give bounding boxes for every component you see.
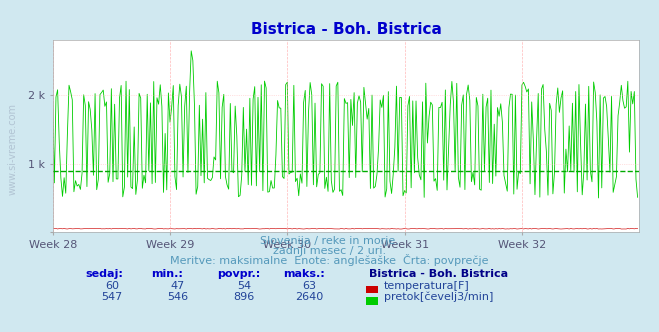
Text: min.:: min.: bbox=[152, 269, 183, 279]
Text: 54: 54 bbox=[237, 281, 251, 291]
Title: Bistrica - Boh. Bistrica: Bistrica - Boh. Bistrica bbox=[250, 22, 442, 37]
Text: Meritve: maksimalne  Enote: anglešaške  Črta: povprečje: Meritve: maksimalne Enote: anglešaške Čr… bbox=[170, 254, 489, 266]
Text: 547: 547 bbox=[101, 292, 123, 302]
Text: sedaj:: sedaj: bbox=[86, 269, 123, 279]
Text: Bistrica - Boh. Bistrica: Bistrica - Boh. Bistrica bbox=[369, 269, 508, 279]
Text: 47: 47 bbox=[171, 281, 185, 291]
Text: 896: 896 bbox=[233, 292, 254, 302]
Text: Slovenija / reke in morje.: Slovenija / reke in morje. bbox=[260, 236, 399, 246]
Text: www.si-vreme.com: www.si-vreme.com bbox=[8, 103, 18, 196]
Text: 2640: 2640 bbox=[296, 292, 324, 302]
Text: 60: 60 bbox=[105, 281, 119, 291]
Text: pretok[čevelj3/min]: pretok[čevelj3/min] bbox=[384, 292, 493, 302]
Text: temperatura[F]: temperatura[F] bbox=[384, 281, 469, 291]
Text: maks.:: maks.: bbox=[283, 269, 325, 279]
Text: 546: 546 bbox=[167, 292, 188, 302]
Text: zadnji mesec / 2 uri.: zadnji mesec / 2 uri. bbox=[273, 246, 386, 256]
Text: povpr.:: povpr.: bbox=[217, 269, 261, 279]
Text: 63: 63 bbox=[302, 281, 317, 291]
